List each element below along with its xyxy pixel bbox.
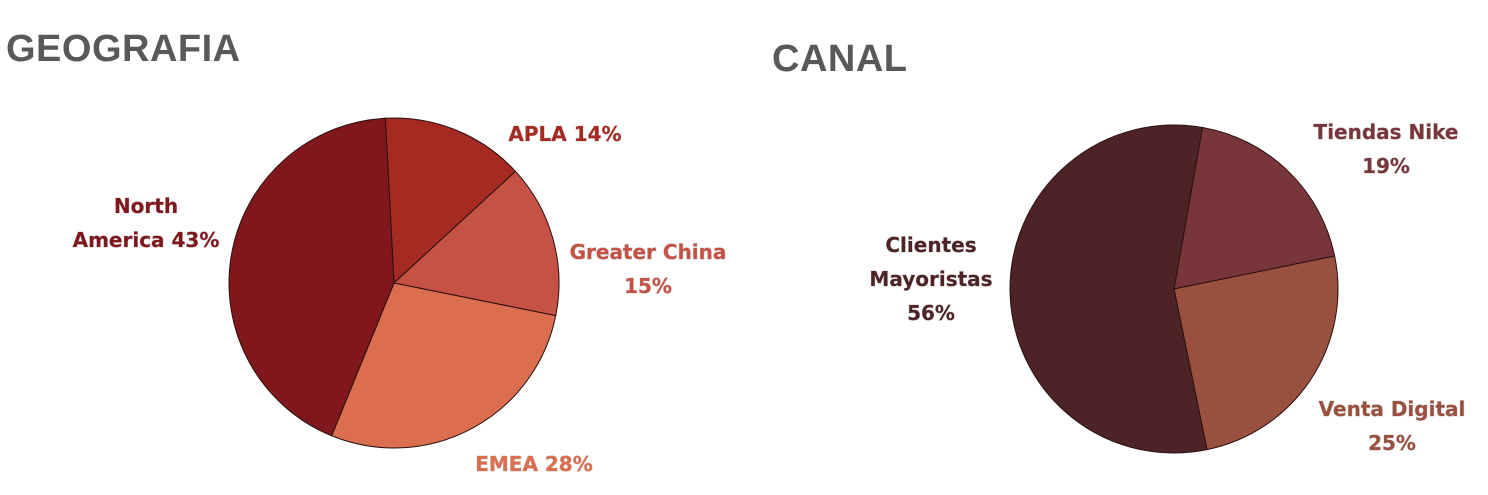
- canal-label-line: Tiendas Nike: [1314, 120, 1459, 144]
- geografia-slice-apla-14: [384, 117, 517, 285]
- geografia-pie: [228, 117, 560, 449]
- geografia-label-line: America 43%: [73, 228, 220, 252]
- canal-slice-venta-digital: [1173, 255, 1339, 451]
- geografia-label-north: North America 43%: [73, 194, 220, 252]
- geografia-label-apla-14: APLA 14%: [508, 122, 621, 146]
- geografia-slice-greater-china: [392, 170, 560, 317]
- canal-chart-title: CANAL: [772, 38, 908, 80]
- canal-pie: [1009, 124, 1339, 454]
- canal-slice-tiendas-nike: [1173, 126, 1336, 290]
- geografia-label-line: Greater China: [570, 240, 727, 264]
- geografia-label-line: APLA 14%: [508, 122, 621, 146]
- canal-label-venta-digital: Venta Digital 25%: [1319, 397, 1466, 455]
- geografia-slice-north: [228, 117, 395, 437]
- geografia-chart-title: GEOGRAFIA: [6, 28, 241, 70]
- canal-label-line: Clientes: [885, 233, 976, 257]
- geografia-label-line: EMEA 28%: [475, 452, 593, 476]
- geografia-label-line: North: [114, 194, 178, 218]
- geografia-label-emea-28: EMEA 28%: [475, 452, 593, 476]
- canal-label-line: 25%: [1368, 431, 1416, 455]
- canal-slice-clientes: [1009, 124, 1208, 454]
- geografia-slice-emea-28: [331, 282, 557, 449]
- canal-label-line: 19%: [1362, 154, 1410, 178]
- canal-label-tiendas-nike: Tiendas Nike 19%: [1314, 120, 1459, 178]
- canal-label-line: Mayoristas: [869, 267, 992, 291]
- geografia-label-line: 15%: [624, 274, 672, 298]
- canal-label-line: 56%: [907, 301, 955, 325]
- geografia-label-greater-china: Greater China 15%: [570, 240, 727, 298]
- canal-label-clientes: Clientes Mayoristas 56%: [869, 233, 992, 325]
- canal-label-line: Venta Digital: [1319, 397, 1466, 421]
